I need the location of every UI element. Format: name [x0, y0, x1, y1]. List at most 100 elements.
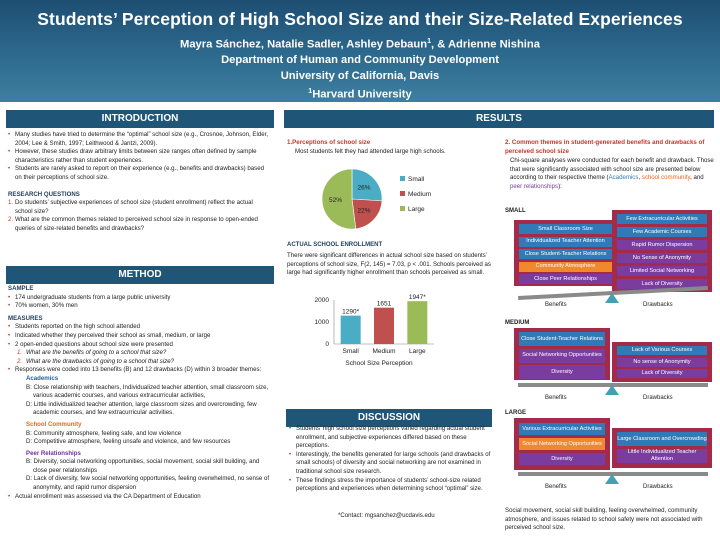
pie-slices: 26% 22% 52%: [321, 168, 383, 230]
perceptions-text: Most students felt they had attended lar…: [295, 148, 446, 155]
contact-line: *Contact: mgsanchez@ucdavis.edu: [338, 512, 435, 519]
sample-bullet: 70% women, 30% men: [8, 302, 274, 311]
theme-box: Lack of Various Courses: [617, 346, 707, 355]
perception-pie-chart: 26% 22% 52% Small Medium Large: [321, 168, 431, 230]
enrollment-heading: ACTUAL SCHOOL ENROLLMENT: [287, 242, 383, 248]
pie-slice-small: [351, 168, 383, 202]
poster-department: Department of Human and Community Develo…: [221, 54, 499, 67]
results-footer-note: Social movement, social skill building, …: [505, 507, 703, 532]
question-item: 1. What are the benefits of going to a sc…: [8, 349, 274, 358]
intro-body: Many studies have tried to determine the…: [8, 131, 272, 234]
pie-slice-medium: [351, 198, 383, 230]
medium-fulcrum: [605, 385, 619, 395]
legend-entry: Small: [408, 176, 425, 183]
themes-community: school community: [641, 174, 691, 182]
theme-box: Close Student-Teacher Relations: [519, 249, 612, 259]
poster-university: University of California, Davis: [280, 69, 440, 82]
rq-text: Do students’ subjective experiences of s…: [15, 199, 253, 215]
themes-and: , and: [690, 174, 704, 182]
theme-box: Large Classroom and Overcrowding: [617, 432, 707, 446]
measures-bullet: Students reported on the high school att…: [8, 323, 274, 332]
bar-marks: 0 1000 2000 1290* Small 1651 Medium 1947* Large S…: [315, 294, 434, 367]
pie-legend: Small Medium Large: [400, 176, 431, 213]
theme-box: Few Academic Courses: [617, 227, 707, 237]
y-tick-label: 0: [325, 341, 329, 348]
large-label: LARGE: [505, 410, 526, 416]
bar-data-label: 1947*: [409, 294, 426, 301]
question-item: 2. What are the drawbacks of going to a s…: [8, 358, 274, 367]
method-heading: METHOD: [6, 266, 274, 284]
poster-title: Students’ Perception of High School Size…: [37, 9, 683, 29]
theme-drawbacks: D: Lack of diversity, few social network…: [26, 475, 270, 492]
intro-heading: INTRODUCTION: [6, 110, 274, 128]
medium-label: MEDIUM: [505, 320, 530, 326]
poster-authors: Mayra Sánchez, Natalie Sadler, Ashley De…: [0, 34, 720, 53]
authors-tail: , & Adrienne Nishina: [430, 38, 540, 51]
rq-heading: RESEARCH QUESTIONS: [8, 190, 80, 198]
author-superscript: 1: [427, 38, 431, 45]
theme-drawbacks: D: Little individualized teacher attenti…: [26, 400, 257, 417]
question-number: 1.: [17, 349, 23, 357]
theme-benefits: B: Diversity, social networking opportun…: [26, 458, 260, 474]
themes-text: Chi-square analyses were conducted for e…: [510, 157, 715, 191]
theme-box: Individualized Teacher Attention: [519, 236, 612, 247]
intro-bullet: However, these studies draw arbitrary li…: [8, 148, 272, 165]
theme-box: Social Networking Opportunities: [519, 438, 605, 450]
theme-box: Diversity: [519, 365, 605, 379]
perceptions-heading: 1.Perceptions of school size: [287, 139, 371, 146]
method-body: SAMPLE 174 undergraduate students from a…: [8, 285, 274, 501]
theme-benefits: B: Community atmosphere, feeling safe, a…: [26, 429, 182, 437]
measures-bullet: Indicated whether they perceived their s…: [8, 332, 274, 341]
responses-bullet: Responses were coded into 13 benefits (B…: [8, 366, 274, 375]
pie-slice-large: [321, 168, 357, 230]
theme-box: No sense of Anonymity: [617, 357, 707, 367]
themes-heading: 2. Common themes in student-generated be…: [505, 139, 705, 155]
poster-header: Students’ Perception of High School Size…: [0, 0, 720, 102]
rq-text: What are the common themes related to pe…: [15, 216, 258, 232]
discussion-body: Students’ high school size perceptions v…: [289, 425, 491, 494]
small-fulcrum: [605, 293, 619, 303]
question-text: What are the benefits of going to a scho…: [26, 349, 167, 357]
theme-box: Few Extracurricular Activities: [617, 214, 707, 224]
theme-name: Academics: [26, 374, 59, 382]
question-number: 2.: [17, 357, 23, 365]
theme-box: Lack of Diversity: [617, 279, 707, 289]
legend-swatch: [400, 176, 405, 181]
theme-academics: Academics B: Close relationship with tea…: [8, 375, 274, 493]
themes-end: ):: [558, 182, 562, 190]
x-tick-label: Large: [409, 348, 426, 355]
small-label: SMALL: [505, 208, 526, 214]
y-tick-label: 2000: [315, 297, 330, 304]
question-text: What are the drawbacks of going to a sch…: [26, 357, 175, 365]
theme-box: Small Classroom Size: [519, 224, 612, 234]
x-tick-label: Small: [343, 348, 360, 355]
affil-name: Harvard University: [312, 88, 412, 101]
pie-slice-label: 22%: [358, 207, 371, 214]
results-heading: RESULTS: [284, 110, 714, 128]
theme-name: School Community: [26, 420, 82, 428]
bar-data-label: 1290*: [342, 309, 359, 316]
rq-number: 1.: [8, 199, 14, 207]
theme-box: Community Atmosphere: [519, 261, 612, 272]
theme-box: Lack of Diversity: [617, 369, 707, 378]
bar-medium: [374, 307, 394, 344]
medium-drawbacks-label: Drawbacks: [643, 395, 673, 401]
small-drawbacks-label: Drawbacks: [643, 302, 673, 308]
themes-academics: Academics: [608, 174, 639, 182]
x-tick-label: Medium: [372, 348, 395, 355]
discussion-heading: DISCUSSION: [286, 409, 492, 427]
themes-text-1: Chi-square analyses were conducted for e…: [510, 157, 714, 182]
y-tick-label: 1000: [315, 319, 330, 326]
large-benefits-label: Benefits: [545, 484, 567, 490]
intro-bullet: Many studies have tried to determine the…: [8, 131, 272, 148]
rq-item: 1. Do students’ subjective experiences of…: [8, 199, 272, 216]
theme-benefits: B: Close relationship with teachers, Ind…: [26, 383, 269, 400]
measures-bullet: 2 open-ended questions about school size…: [8, 341, 274, 350]
large-drawbacks-label: Drawbacks: [643, 484, 673, 490]
theme-box: Close Peer Relationships: [519, 274, 612, 284]
theme-box: Diversity: [519, 453, 605, 465]
sample-heading: SAMPLE: [8, 285, 34, 292]
x-axis-label: School Size Perception: [345, 360, 413, 367]
legend-entry: Large: [408, 206, 425, 213]
rq-number: 2.: [8, 216, 14, 224]
